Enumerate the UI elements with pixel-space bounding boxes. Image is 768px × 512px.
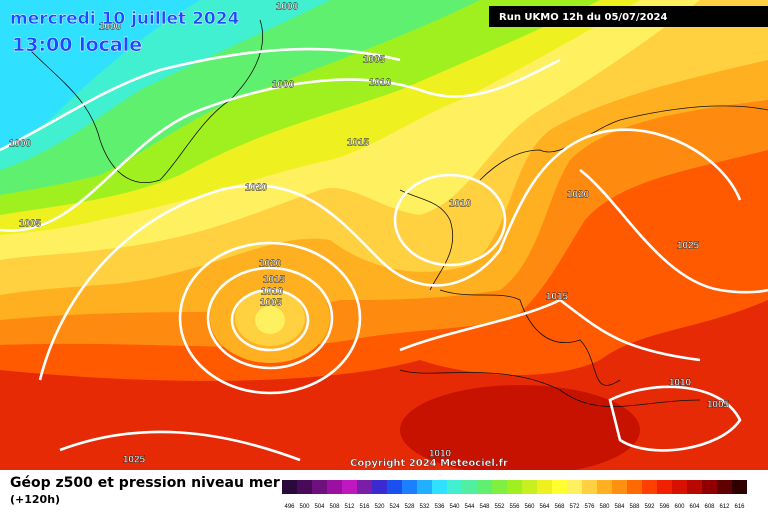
scale-label: 576 [584,504,595,510]
isobar-label: 1025 [677,241,700,252]
color-scale: 496 500 504 508 512 516 520 524 528 532 536 540 544 5… [282,480,747,510]
scale-label: 532 [419,504,430,510]
scale-swatch [657,480,672,494]
run-box [489,6,768,27]
isobar-label: 1010 [261,287,284,298]
scale-label: 608 [704,504,715,510]
scale-swatch [432,480,447,494]
scale-label: 520 [374,504,385,510]
scale-label: 580 [599,504,610,510]
run-info: Run UKMO 12h du 05/07/2024 [499,12,668,23]
background [0,0,768,475]
scale-swatch [672,480,687,494]
isobar-label: 1015 [263,275,286,286]
scale-label: 584 [614,504,625,510]
scale-label: 568 [554,504,565,510]
scale-swatch [552,480,567,494]
scale-label: 616 [734,504,745,510]
isobar-label: 1020 [245,183,268,194]
map-time: 13:00 locale [12,34,142,56]
scale-label: 556 [509,504,520,510]
isobar-label: 1015 [546,292,569,303]
scale-label: 512 [344,504,355,510]
isobars [0,47,768,462]
isobar-label: 1000 [9,139,32,150]
coastlines [29,19,768,407]
scale-swatch [642,480,657,494]
scale-label: 596 [659,504,670,510]
scale-label: 548 [479,504,490,510]
scale-swatch [477,480,492,494]
map-date: mercredi 10 juillet 2024 [10,9,240,29]
scale-swatch [582,480,597,494]
isobar-label: 1010 [449,199,472,210]
copyright: Copyright 2024 Meteociel.fr [350,458,508,469]
scale-swatch [507,480,522,494]
scale-swatch [417,480,432,494]
scale-swatch [627,480,642,494]
scale-label: 560 [524,504,535,510]
footer-subtitle: (+120h) [10,493,60,506]
isobar-label: 1020 [259,259,282,270]
scale-swatch [462,480,477,494]
scale-label: 600 [674,504,685,510]
isobar-label: 1000 [276,2,299,13]
scale-swatch [342,480,357,494]
scale-label: 496 [284,504,295,510]
isobar-label: 1000 [99,22,122,33]
isobar-label: 1005 [19,219,42,230]
scale-label: 564 [539,504,550,510]
scale-label: 536 [434,504,445,510]
scale-swatch [282,480,297,494]
isobar-label: 1005 [707,400,730,411]
scale-label: 552 [494,504,505,510]
scale-swatch [567,480,582,494]
scale-swatch [492,480,507,494]
scale-swatch [732,480,747,494]
isobar-labels: 1000 1000 1005 1010 1000 1015 1000 1020 … [9,1,730,466]
footer-title: Géop z500 et pression niveau mer [10,475,280,491]
scale-swatch [612,480,627,494]
scale-label: 544 [464,504,475,510]
scale-label: 592 [644,504,655,510]
isobar-label: 1010 [669,378,692,389]
scale-label: 528 [404,504,415,510]
scale-label: 504 [314,504,325,510]
scale-label: 524 [389,504,400,510]
isobar-label: 1005 [260,298,283,309]
isobar-label: 1020 [567,190,590,201]
scale-swatch [702,480,717,494]
scale-label: 500 [299,504,310,510]
scale-swatch [297,480,312,494]
scale-label: 540 [449,504,460,510]
isobar-label: 1025 [123,455,146,466]
scale-label: 604 [689,504,700,510]
isobar-label: 1010 [369,78,392,89]
scale-swatch [312,480,327,494]
scale-swatch [447,480,462,494]
scale-swatch [327,480,342,494]
scale-swatch [372,480,387,494]
scale-swatch [687,480,702,494]
scale-swatch [357,480,372,494]
isobar-label: 1000 [272,80,295,91]
scale-label: 508 [329,504,340,510]
scale-label: 516 [359,504,370,510]
scale-swatch [597,480,612,494]
scale-swatch [402,480,417,494]
isobar-label: 1010 [429,449,452,460]
isobar-label: 1005 [363,55,386,66]
scale-label: 572 [569,504,580,510]
scale-swatch [537,480,552,494]
scale-swatch [717,480,732,494]
scale-swatch [387,480,402,494]
scale-swatch [522,480,537,494]
scale-label: 612 [719,504,730,510]
isobar-label: 1015 [347,138,370,149]
scale-label: 588 [629,504,640,510]
